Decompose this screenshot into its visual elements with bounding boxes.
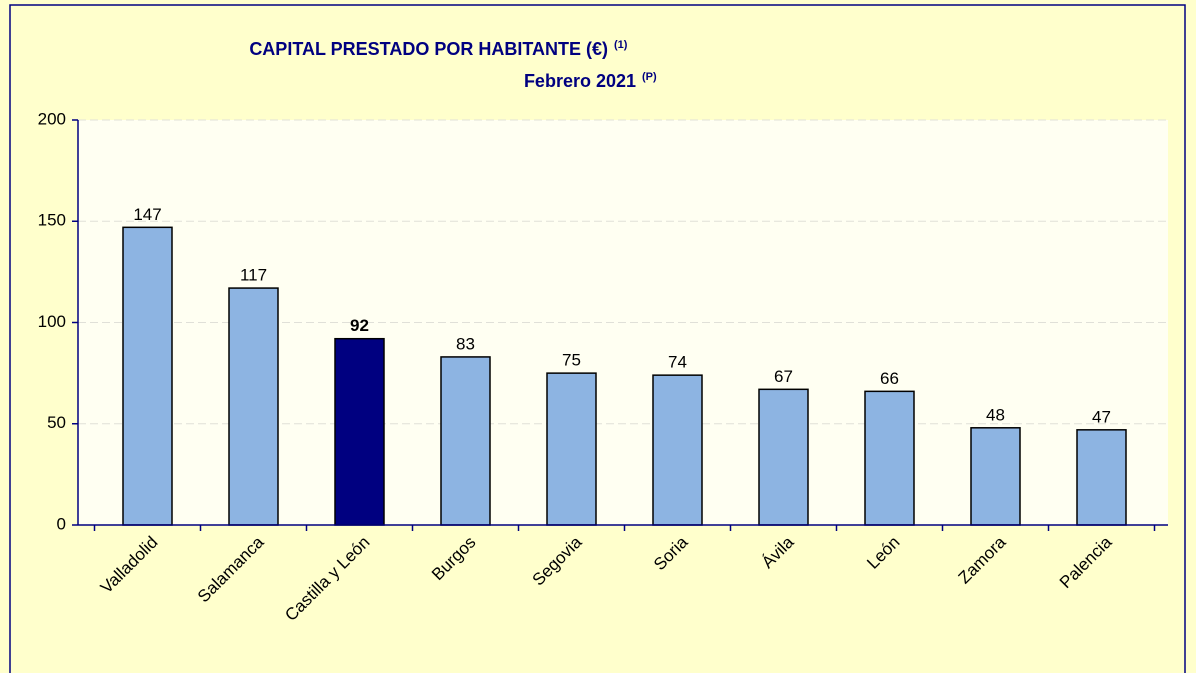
data-label: 147 xyxy=(133,205,161,224)
bar xyxy=(228,287,279,526)
data-label: 47 xyxy=(1092,407,1111,426)
chart-subtitle: Febrero 2021 xyxy=(524,71,636,91)
y-tick-label: 150 xyxy=(38,211,66,230)
bar xyxy=(970,427,1021,526)
y-tick-label: 0 xyxy=(57,514,66,533)
bar xyxy=(122,226,173,526)
title-note: (1) xyxy=(614,39,628,51)
bar xyxy=(758,388,809,526)
bar xyxy=(334,337,385,526)
data-label: 92 xyxy=(350,316,369,335)
bar xyxy=(1076,429,1127,526)
data-label: 48 xyxy=(986,405,1005,424)
bar xyxy=(864,390,915,526)
subtitle-note: (P) xyxy=(642,71,657,83)
data-label: 117 xyxy=(240,266,267,285)
data-label: 67 xyxy=(774,367,793,386)
bar xyxy=(546,372,597,526)
bar xyxy=(440,356,491,526)
y-tick-label: 100 xyxy=(38,312,66,331)
y-tick-label: 50 xyxy=(47,413,66,432)
data-label: 74 xyxy=(668,353,687,372)
data-label: 66 xyxy=(880,369,899,388)
bar xyxy=(652,374,703,526)
y-tick-label: 200 xyxy=(38,109,66,128)
data-label: 83 xyxy=(456,334,475,353)
data-label: 75 xyxy=(562,351,581,370)
chart-title: CAPITAL PRESTADO POR HABITANTE (€) xyxy=(249,39,608,59)
